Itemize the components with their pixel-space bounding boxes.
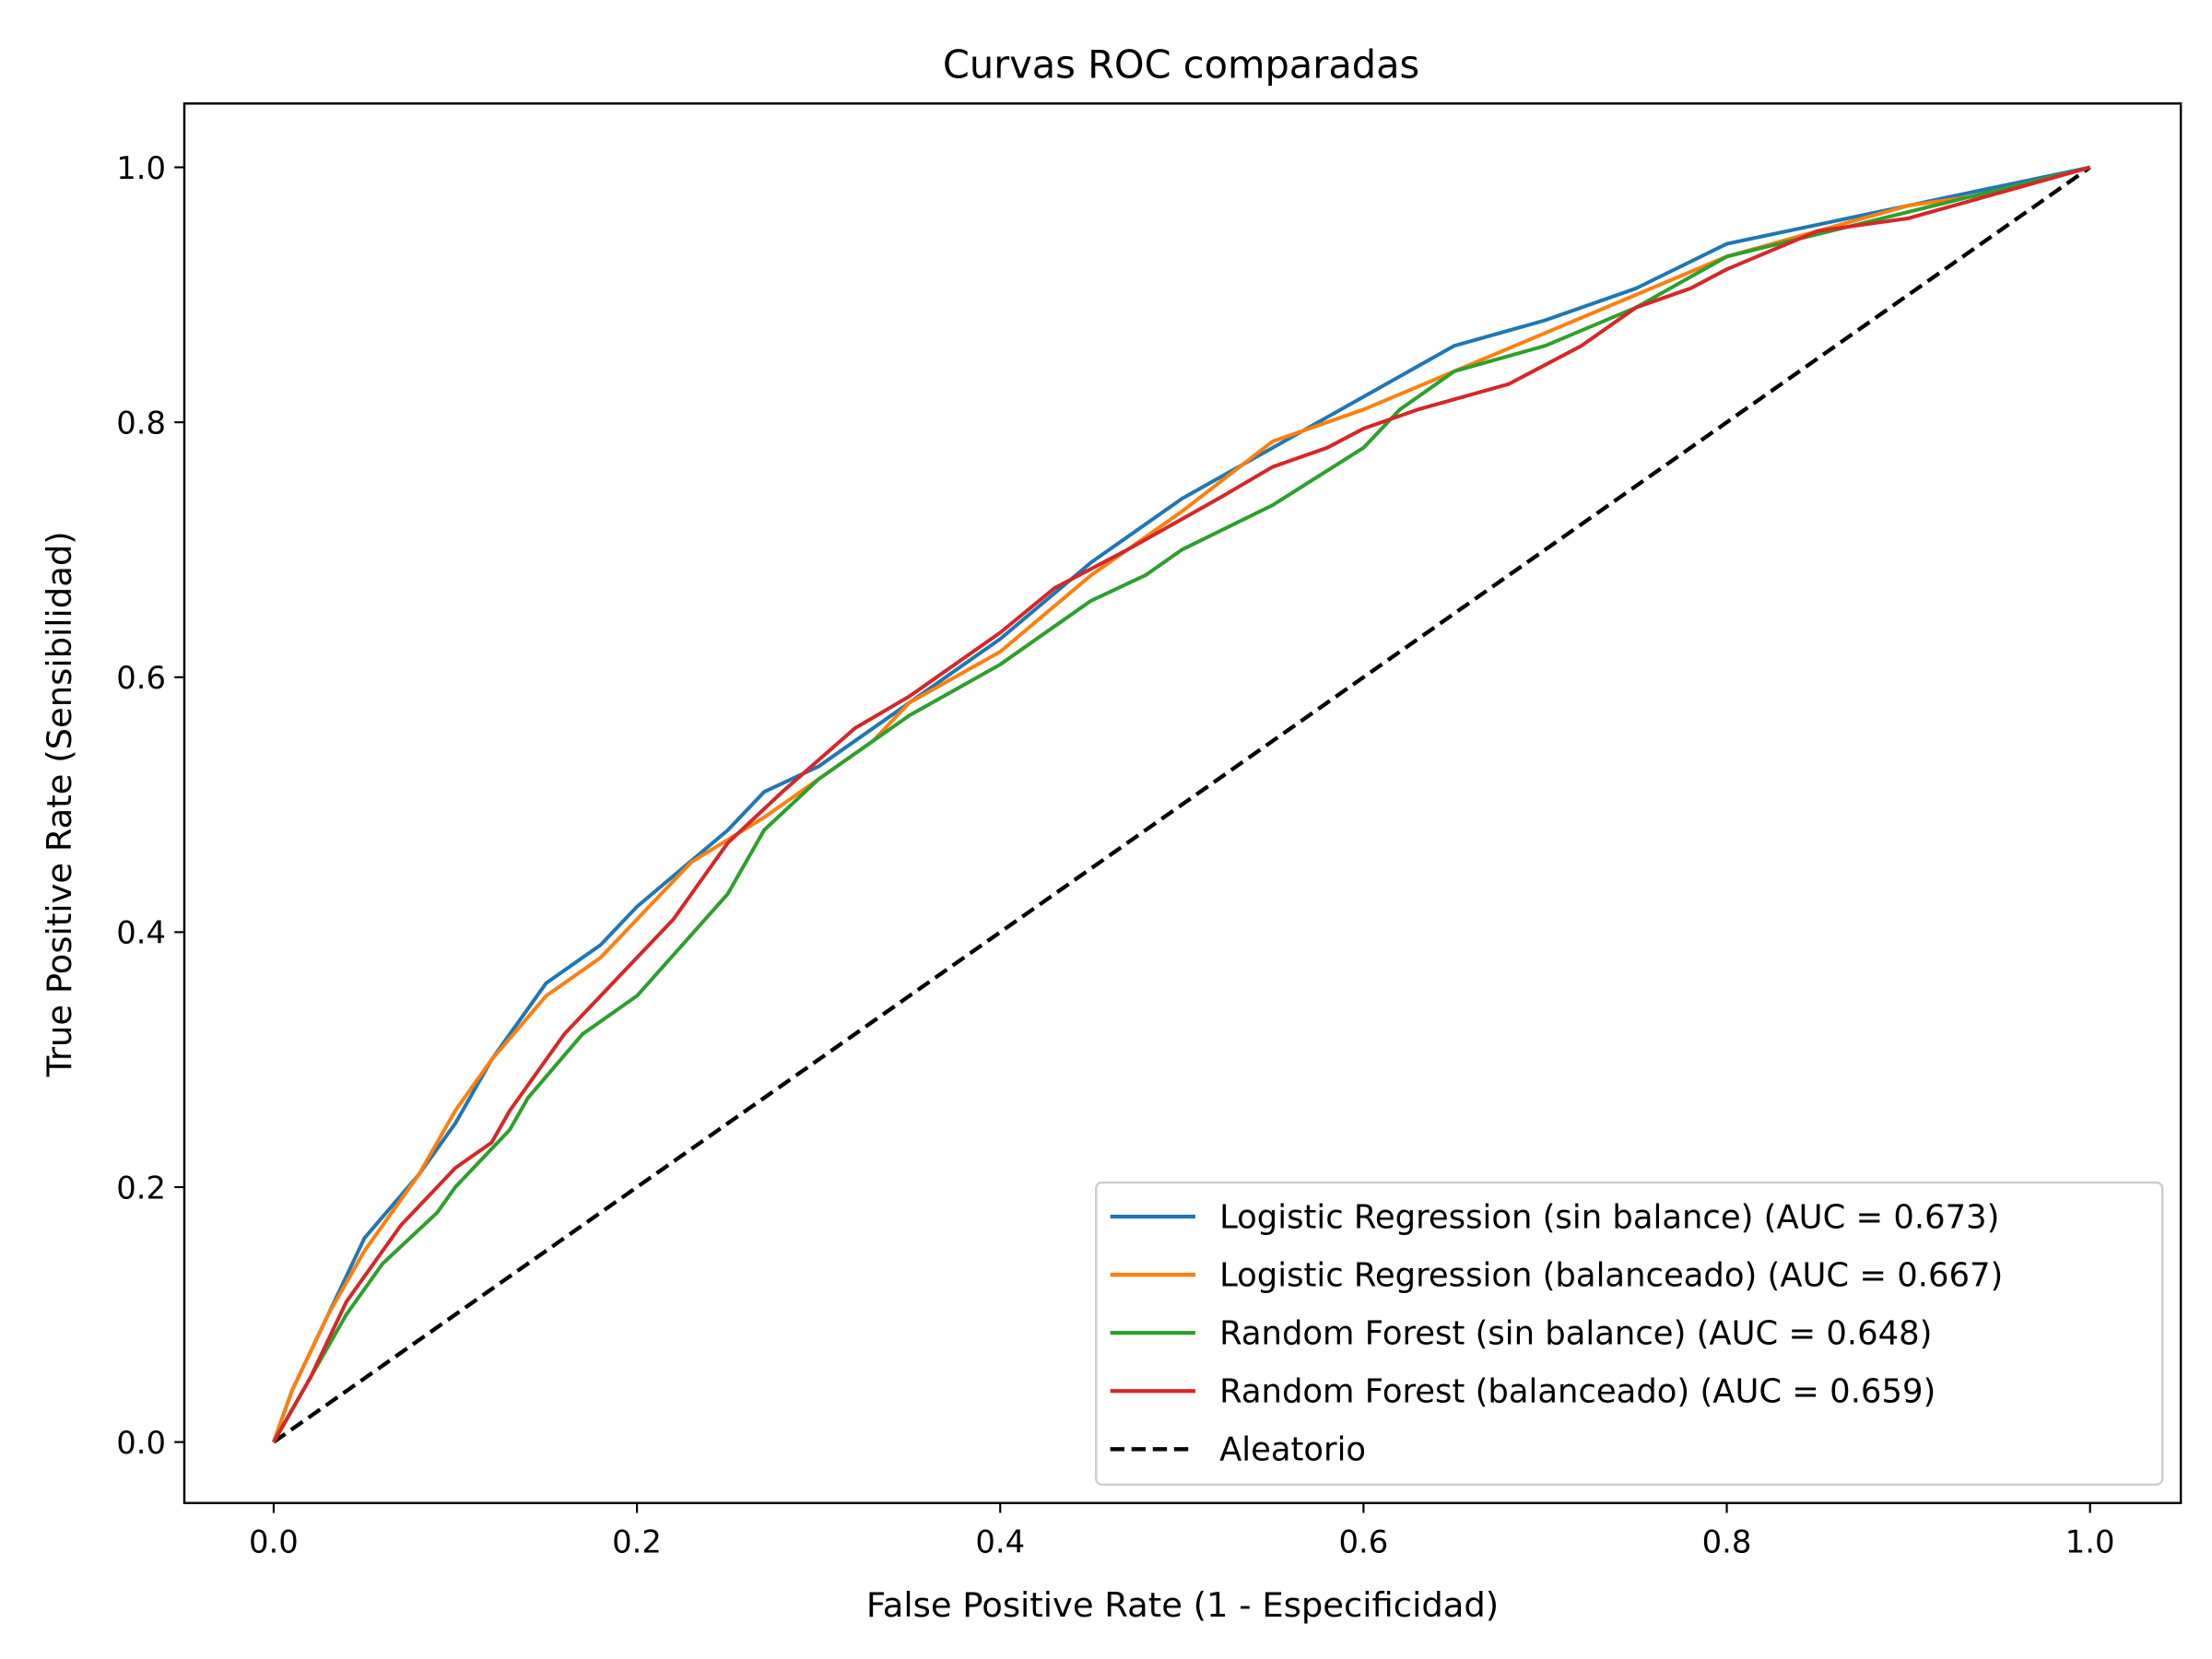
y-tick-label: 0.8 [116, 405, 166, 441]
legend-label-1: Logistic Regression (balanceado) (AUC = … [1219, 1256, 2003, 1294]
ticks: 0.0 0.2 0.4 0.6 0.8 1.0 0.0 0.2 0.4 0.6 0.8 1.0 [116, 150, 2114, 1560]
y-tick-label: 0.4 [116, 915, 166, 951]
legend-label-0: Logistic Regression (sin balance) (AUC =… [1219, 1198, 1999, 1236]
x-tick-label: 0.6 [1338, 1524, 1388, 1560]
x-tick-label: 0.0 [249, 1524, 299, 1560]
x-tick-label: 1.0 [2065, 1524, 2115, 1560]
y-tick-label: 0.0 [116, 1425, 166, 1461]
series-line-4 [272, 165, 2091, 1444]
legend: Logistic Regression (sin balance) (AUC =… [1095, 1181, 2164, 1486]
x-tick-label: 0.4 [975, 1524, 1025, 1560]
y-tick-label: 0.2 [116, 1170, 166, 1206]
legend-label-4: Aleatorio [1219, 1431, 1366, 1469]
series-line-3 [272, 165, 2091, 1443]
x-tick-label: 0.2 [612, 1524, 662, 1560]
legend-label-2: Random Forest (sin balance) (AUC = 0.648… [1219, 1314, 1932, 1352]
axes-frame [182, 102, 2183, 1504]
y-axis-label: True Positive Rate (Sensibilidad) [40, 531, 79, 1077]
plot-area [272, 165, 2091, 1444]
series-line-1 [272, 165, 2091, 1443]
y-tick-label: 1.0 [116, 150, 166, 186]
legend-box [1095, 1181, 2164, 1486]
series-line-2 [272, 165, 2091, 1443]
x-axis-label: False Positive Rate (1 - Especificidad) [866, 1585, 1499, 1625]
legend-label-3: Random Forest (balanceado) (AUC = 0.659) [1219, 1373, 1936, 1411]
x-tick-label: 0.8 [1702, 1524, 1752, 1560]
chart-title: Curvas ROC comparadas [943, 42, 1419, 88]
y-tick-label: 0.6 [116, 660, 166, 696]
